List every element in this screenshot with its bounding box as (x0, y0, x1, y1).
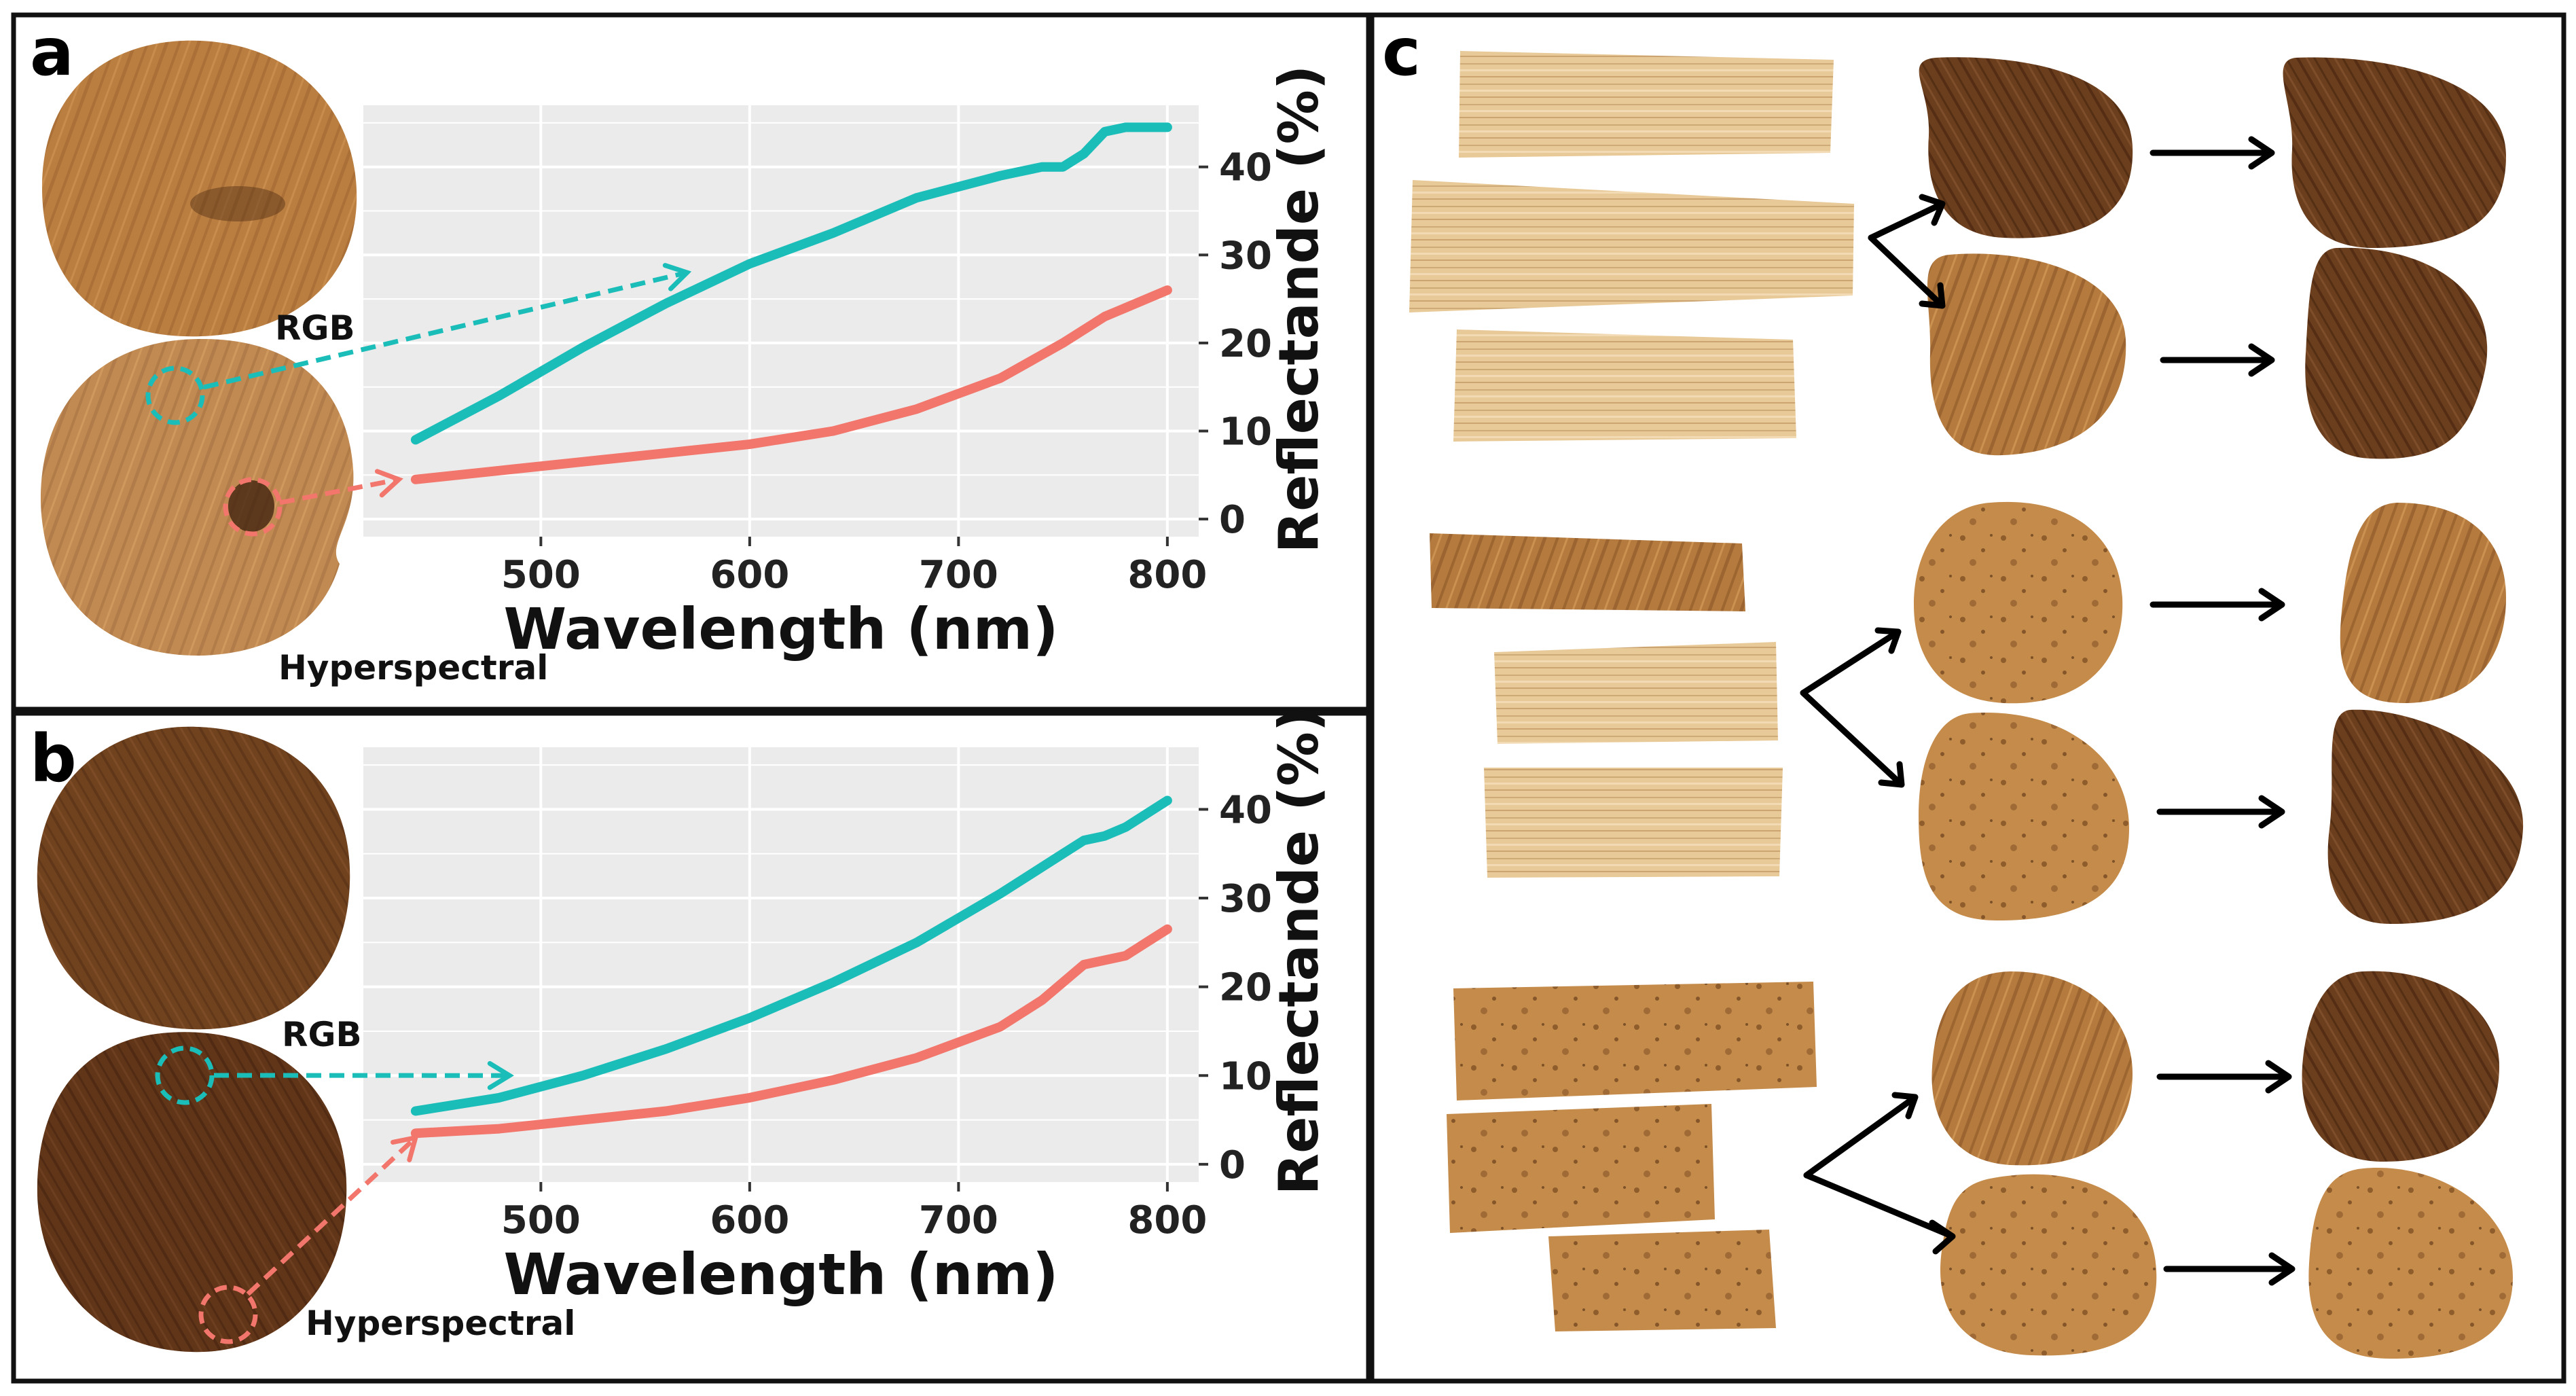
connector-rgb (203, 270, 688, 390)
y-axis-label: Reflectande (%) (1267, 707, 1330, 1196)
panel-c-disc (2283, 57, 2506, 248)
panel-a-rgb-sample (41, 40, 357, 337)
chart-a: 500 600 700 800 0 10 20 30 40 Wavelength (nm) Refl… (203, 65, 1330, 662)
panel-a-rgb-marker (145, 365, 205, 425)
panel-b-rgb-sample (37, 726, 350, 1030)
y-tick-label: 20 (1219, 322, 1272, 366)
panel-b-hyperspectral-label: Hyperspectral (306, 1304, 575, 1343)
connector-arrowhead-hyperspectral (374, 469, 403, 498)
panel-c-disc (2308, 1168, 2513, 1359)
series-line-rgb (410, 795, 1172, 1116)
connector-hyperspectral (279, 477, 399, 505)
panel-c-disc (1940, 1174, 2157, 1356)
connector-hyperspectral (246, 1136, 418, 1296)
panel-c-strip (1447, 1104, 1715, 1233)
y-tick-label: 40 (1219, 788, 1272, 832)
panel-a-hyperspectral-sample (40, 339, 354, 656)
y-tick-label: 30 (1219, 234, 1272, 278)
panel-c-disc (1914, 501, 2123, 704)
panel-c-disc (1931, 971, 2133, 1166)
plot-background (363, 747, 1199, 1182)
y-tick-label: 10 (1219, 410, 1272, 454)
x-axis-label: Wavelength (nm) (503, 1241, 1058, 1308)
panel-c-strip (1459, 51, 1834, 158)
panel-a-hyperspectral-marker (223, 477, 283, 537)
x-tick-label: 800 (1127, 1198, 1207, 1242)
x-tick-label: 800 (1127, 553, 1207, 597)
connector-arrowhead-hyperspectral (391, 1134, 419, 1162)
panel-c-disc (2327, 709, 2524, 924)
chart-b: 500 600 700 800 0 10 20 30 40 Wavelength (nm) Refl… (213, 707, 1330, 1308)
panel-a-rgb-label: RGB (275, 308, 355, 348)
plot-background (363, 105, 1199, 537)
panel-c-strip (1484, 768, 1783, 878)
y-axis-label: Reflectande (%) (1267, 65, 1330, 554)
panel-a-letter: a (30, 14, 74, 90)
panel-c-strip (1548, 1230, 1776, 1331)
panel-c-strip (1430, 533, 1745, 611)
x-tick-label: 500 (501, 553, 581, 597)
x-tick-label: 600 (710, 1198, 789, 1242)
series-line-hyperspectral (410, 924, 1172, 1139)
panel-b-rgb-marker (155, 1045, 215, 1105)
panel-b-rgb-label: RGB (282, 1015, 362, 1054)
panel-c-disc (2340, 503, 2506, 703)
x-tick-label: 700 (919, 1198, 998, 1242)
panel-c-strip (1453, 982, 1817, 1100)
panel-c-disc (2302, 971, 2499, 1162)
series-line-rgb (410, 122, 1172, 445)
panel-c-strip (1409, 180, 1854, 312)
y-tick-label: 0 (1219, 1143, 1246, 1187)
panel-a-hyperspectral-label: Hyperspectral (278, 648, 548, 687)
x-axis-label: Wavelength (nm) (503, 596, 1058, 662)
x-tick-label: 700 (919, 553, 998, 597)
y-tick-label: 20 (1219, 966, 1272, 1010)
panel-a-frame (11, 12, 1371, 712)
panel-b-hyperspectral-sample (37, 1032, 347, 1353)
panel-c-frame (1369, 12, 2566, 1384)
x-tick-label: 500 (501, 1198, 581, 1242)
y-tick-label: 10 (1219, 1054, 1272, 1098)
y-tick-label: 0 (1219, 498, 1246, 542)
panel-c-letter: c (1382, 14, 1421, 90)
panel-b-frame (11, 711, 1371, 1384)
panel-c-disc (1919, 713, 2129, 920)
x-tick-label: 600 (710, 553, 789, 597)
panel-c-arrows (1800, 136, 2296, 1286)
series-line-hyperspectral (410, 285, 1172, 484)
connector-arrowhead-rgb (487, 1060, 514, 1090)
panel-c-disc (1919, 57, 2133, 238)
connector-arrowhead-rgb (662, 263, 692, 291)
panel-c-disc (1927, 253, 2126, 456)
y-tick-label: 30 (1219, 877, 1272, 921)
panel-c-strip (1494, 642, 1778, 744)
panel-c-disc (2305, 247, 2488, 459)
panel-c-strip (1453, 329, 1796, 442)
y-tick-label: 40 (1219, 146, 1272, 190)
panel-b-hyperspectral-marker (198, 1285, 258, 1344)
